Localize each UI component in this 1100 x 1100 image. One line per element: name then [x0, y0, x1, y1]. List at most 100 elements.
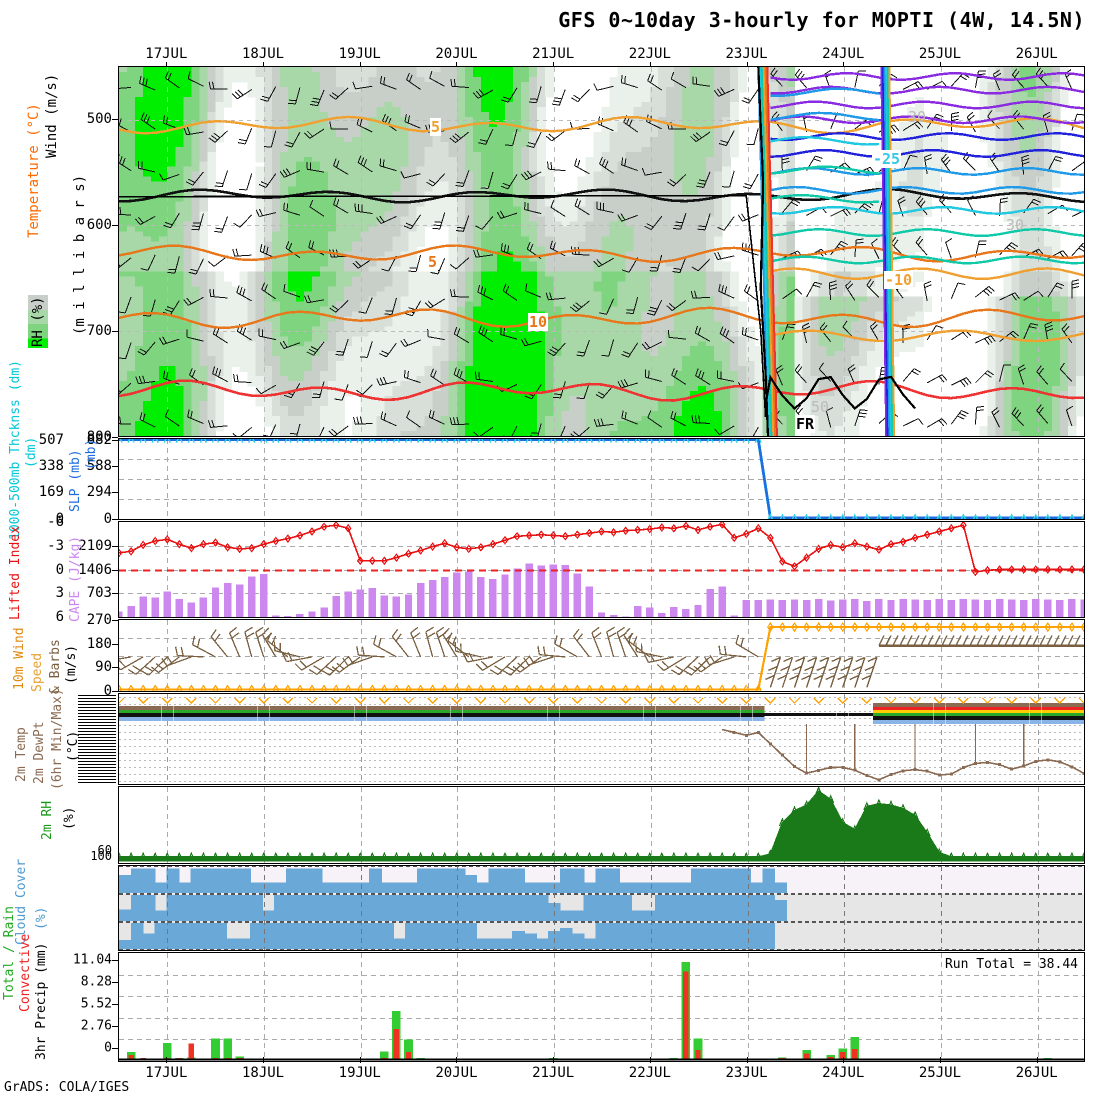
pressure-tick-mark: [112, 331, 118, 332]
li-tick-3: 3: [55, 585, 64, 602]
date-tick: [263, 62, 265, 68]
slp-tick-294: 294: [86, 484, 112, 501]
wind-tick-mark: [112, 667, 118, 669]
axis-label: Convective: [18, 933, 33, 1012]
contour-label: 30: [1006, 216, 1025, 234]
temp-dewpt-panel[interactable]: [118, 693, 1085, 785]
rh-2m-panel[interactable]: [118, 786, 1085, 864]
slp-tick-0: 0: [103, 510, 112, 527]
axis-label: Total / Rain: [2, 906, 17, 1000]
cape-tick-mark: [112, 593, 118, 595]
axis-label: 10m Wind: [12, 627, 27, 690]
contour-label: 30: [908, 108, 927, 126]
date-tick: [939, 1057, 941, 1063]
date-tick: [649, 62, 651, 68]
pressure-tick-mark: [112, 119, 118, 120]
slp-tick-mark: [112, 492, 118, 494]
li-tick-0: 0: [55, 561, 64, 578]
date-tick: [263, 1057, 265, 1063]
date-tick: [843, 62, 845, 68]
date-label-24jul: 24JUL: [822, 46, 865, 62]
contour-label: 50: [811, 398, 830, 416]
run-total-label: Run Total = 38.44: [944, 957, 1078, 972]
date-label-18jul: 18JUL: [241, 1065, 285, 1081]
axis-label: Lifted Index: [8, 526, 23, 620]
slp-tick-882: 882: [86, 431, 112, 448]
date-label-23jul: 23JUL: [725, 46, 768, 62]
axis-label: (mb): [84, 438, 99, 470]
pressure-tick-800: 800: [86, 429, 112, 445]
date-tick: [746, 62, 748, 68]
date-label-24jul: 24JUL: [822, 1065, 865, 1081]
date-tick: [553, 1057, 555, 1063]
date-tick: [1036, 1057, 1038, 1063]
slp-thickness-panel[interactable]: [118, 438, 1085, 520]
pressure-tick-600: 600: [86, 217, 112, 233]
axis-label: CAPE (J/kg): [68, 535, 83, 622]
li-tick-m6: -6: [47, 514, 64, 530]
date-label-26jul: 26JUL: [1015, 46, 1058, 62]
axis-label: Speed: [30, 652, 45, 692]
cape-tick-1406: 1406: [78, 561, 112, 578]
axis-label: 2m RH: [40, 800, 55, 840]
wind-tick-180: 180: [86, 635, 112, 652]
precip-tick-mark: [112, 982, 118, 983]
cape-tick-2109: 2109: [78, 537, 112, 554]
li-tick-m3: -3: [47, 537, 64, 554]
slp-tick-mark: [112, 439, 118, 441]
precip-tick-8_28: 8.28: [80, 974, 112, 990]
wind-tick-90: 90: [95, 659, 112, 676]
cape-tick-mark: [112, 569, 118, 571]
temp-scale-ticks: [78, 695, 116, 783]
rh-tick-60: 60: [97, 843, 112, 857]
upper-air-panel[interactable]: [118, 66, 1085, 437]
top-date-axis: 17JUL 18JUL 19JUL 20JUL 21JUL 22JUL 23JUL 24JUL…: [0, 46, 1100, 68]
date-tick: [649, 1057, 651, 1063]
wind-10m-panel[interactable]: [118, 619, 1085, 692]
date-tick: [553, 62, 555, 68]
contour-label: -25: [872, 150, 902, 168]
cape-tick-mark: [112, 545, 118, 547]
contour-label: -10: [884, 271, 914, 289]
axis-label: Temperature (°C): [26, 103, 42, 238]
pressure-tick-mark: [112, 225, 118, 226]
date-tick: [359, 1057, 361, 1063]
precip-tick-5_52: 5.52: [80, 996, 112, 1012]
date-tick: [1036, 62, 1038, 68]
wind-tick-mark: [112, 620, 118, 621]
precip-panel[interactable]: Run Total = 38.44: [118, 952, 1085, 1062]
date-label-17jul: 17JUL: [145, 1065, 188, 1081]
page-title: GFS 0~10day 3-hourly for MOPTI (4W, 14.5…: [558, 8, 1085, 32]
rh-tick-100: 100: [90, 849, 112, 863]
date-label-25jul: 25JUL: [918, 1065, 962, 1081]
axis-label: (%): [34, 906, 49, 930]
date-tick: [456, 1057, 458, 1063]
wind-tick-mark: [112, 691, 118, 692]
slp-tick-mark: [112, 518, 118, 520]
date-label-18jul: 18JUL: [241, 46, 285, 62]
cape-lifted-index-panel[interactable]: [118, 521, 1085, 618]
axis-label: (m i l l i b a r s): [72, 174, 88, 335]
axis-label: (dm): [24, 436, 39, 468]
contour-label: 10: [528, 313, 549, 331]
wind-tick-0: 0: [103, 683, 112, 699]
axis-label: 3hr Precip (mm): [34, 942, 49, 1060]
date-label-20jul: 20JUL: [435, 46, 478, 62]
axis-label: (%): [62, 806, 77, 830]
cloud-cover-panel[interactable]: [118, 865, 1085, 951]
pressure-tick-mark: [112, 437, 118, 438]
thickness-tick-507: 507: [38, 431, 64, 448]
rh-legend-label: RH (%): [28, 295, 48, 348]
thickness-tick-0: 0: [55, 510, 64, 527]
axis-label: Wind (m/s): [44, 73, 60, 158]
precip-tick-0: 0: [104, 1040, 112, 1056]
date-label-23jul: 23JUL: [725, 1065, 768, 1081]
wind-tick-mark: [112, 643, 118, 645]
date-tick: [939, 62, 941, 68]
axis-label: & Barbs: [48, 639, 63, 694]
thickness-tick-338: 338: [38, 457, 64, 474]
date-label-25jul: 25JUL: [918, 46, 962, 62]
axis-label: (m/s): [64, 644, 79, 684]
axis-label: (6hr Min/Max): [50, 688, 65, 790]
date-tick: [359, 62, 361, 68]
